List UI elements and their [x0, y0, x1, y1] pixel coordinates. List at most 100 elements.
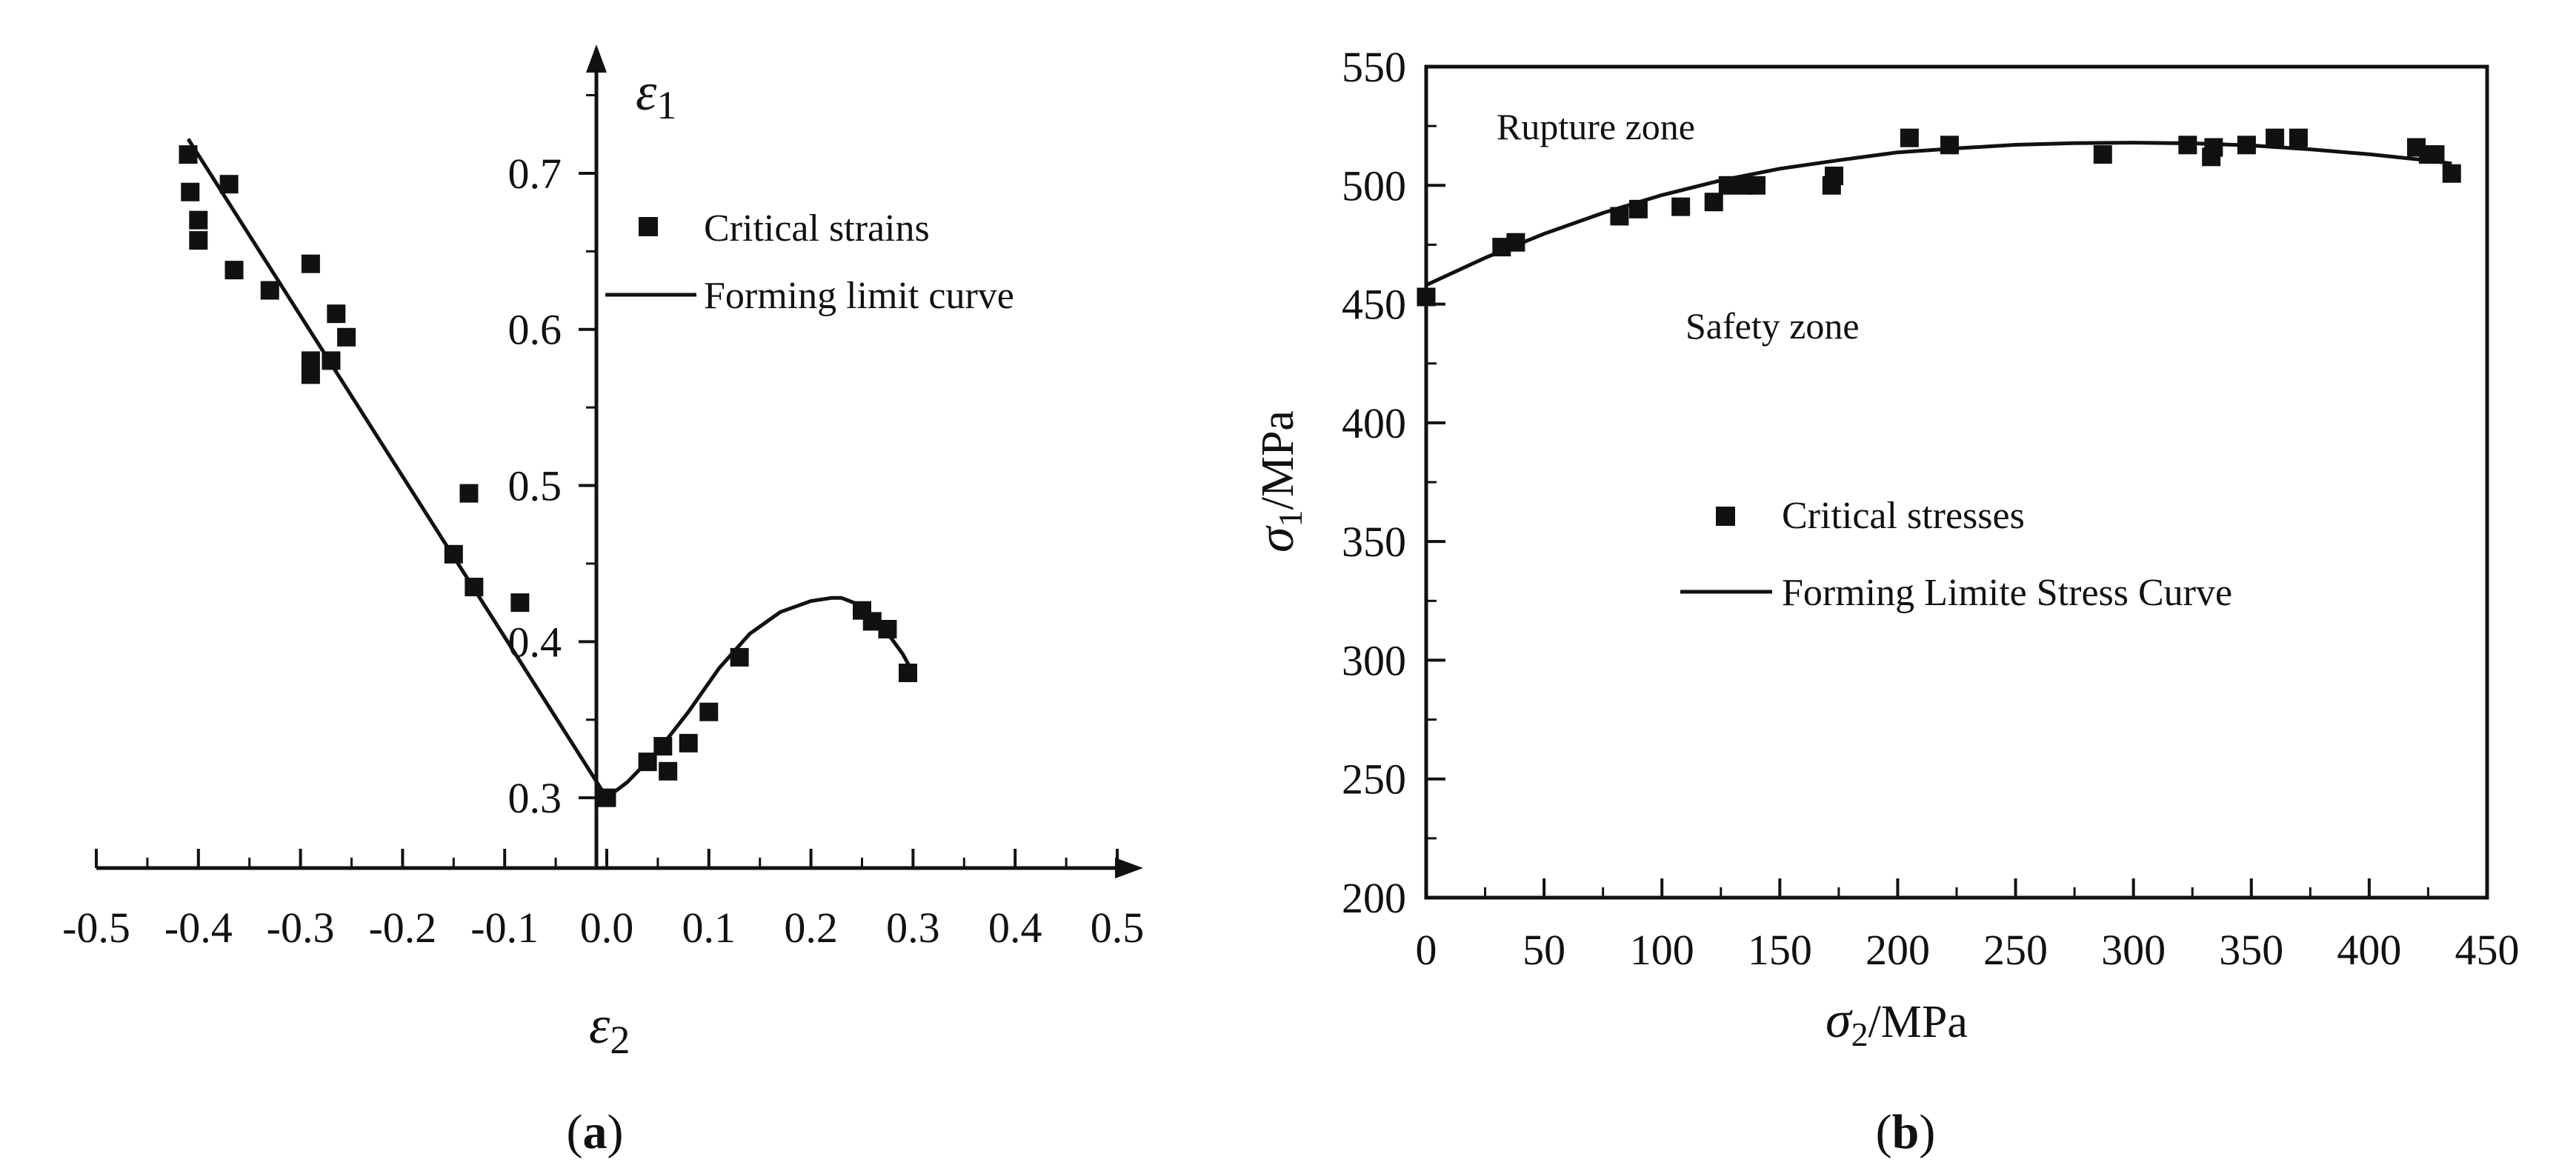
panel-b-x-tick-label: 150: [1748, 926, 1812, 974]
panel-a-x-tick-label: -0.4: [164, 904, 233, 952]
panel-b-data-point: [2178, 136, 2197, 155]
panel-a-data-point: [465, 578, 484, 597]
panel-a-legend: Critical strains Forming limit curve: [605, 207, 1014, 317]
panel-a-x-axis-arrow: [1115, 858, 1143, 878]
panel-b-y-tick-label: 300: [1342, 636, 1406, 684]
panel-a-data-point: [189, 231, 208, 250]
panel-a-data-point: [597, 788, 616, 807]
panel-b-data-point: [1506, 233, 1525, 252]
panel-a-axes: [96, 44, 1143, 878]
panel-b-x-tick-label: 0: [1416, 926, 1437, 974]
panel-a-data-point: [301, 365, 320, 384]
panel-b-data-point: [2426, 145, 2445, 164]
panel-a-x-tick-label: 0.2: [784, 904, 838, 952]
panel-b-plot-frame: [1424, 64, 2489, 900]
panel-a-data-point: [219, 175, 239, 194]
panel-a-data-point: [224, 261, 244, 280]
panel-a-data-point: [730, 647, 749, 667]
panel-b-ticks: [1425, 65, 2489, 899]
panel-b-data-point: [1718, 176, 1737, 195]
panel-a-data-point: [878, 619, 897, 638]
panel-a-y-tick-label: 0.3: [508, 774, 562, 822]
panel-b-data-point: [1417, 287, 1436, 307]
panel-b-x-tick-label: 400: [2337, 926, 2401, 974]
panel-b-y-tick-label: 550: [1342, 43, 1406, 91]
panel-b-data-point: [1747, 176, 1766, 195]
panel-a-x-tick-label: -0.2: [368, 904, 436, 952]
panel-a-data-point: [179, 145, 198, 164]
panel-a-data-point: [510, 593, 530, 613]
panel-b-safety-zone-label: Safety zone: [1685, 305, 1860, 347]
panel-a-x-tick-label: -0.5: [62, 904, 130, 952]
panel-b-x-tick-label: 300: [2101, 926, 2166, 974]
panel-a-x-axis-label: ε2: [589, 995, 630, 1062]
panel-b-legend-scatter-label: Critical stresses: [1782, 495, 2025, 537]
panel-b-x-tick-label: 450: [2455, 926, 2520, 974]
panel-b-x-tick-label: 200: [1866, 926, 1930, 974]
panel-b-data-point: [2266, 128, 2285, 147]
panel-a-ticks: [95, 94, 1119, 868]
panel-b-y-tick-label: 500: [1342, 161, 1406, 210]
panel-a-tick-labels: -0.5 -0.4 -0.3 -0.2 -0.1 0.0 0.1 0.2 0.3 0.4 0.5 0.…: [62, 150, 1144, 952]
panel-a-data-point: [189, 210, 208, 230]
panel-a-legend-scatter-marker: [639, 217, 658, 236]
panel-a-x-tick-label: 0.3: [886, 904, 940, 952]
panel-a-data-point: [899, 664, 918, 682]
panel-a-series: [179, 138, 918, 807]
panel-b-y-tick-label: 400: [1342, 399, 1406, 447]
panel-a-caption: (a): [567, 1105, 624, 1159]
panel-a-data-point: [260, 281, 279, 300]
panel-a-x-tick-label: -0.1: [470, 904, 539, 952]
panel-b-data-point: [1610, 207, 1629, 226]
panel-a-y-axis-arrow: [586, 44, 607, 73]
panel-a-strain-chart: -0.5 -0.4 -0.3 -0.2 -0.1 0.0 0.1 0.2 0.3 0.4 0.5 0.…: [62, 44, 1144, 1159]
panel-b-y-tick-label: 350: [1342, 518, 1406, 566]
panel-b-data-point: [1704, 193, 1723, 212]
panel-b-x-tick-label: 50: [1522, 926, 1565, 974]
panel-a-data-point: [638, 752, 657, 772]
panel-a-data-point: [679, 733, 698, 752]
panel-a-legend-line-label: Forming limit curve: [704, 275, 1014, 317]
panel-a-data-point: [322, 351, 341, 370]
panel-a-legend-scatter-label: Critical strains: [704, 207, 930, 250]
panel-b-x-tick-label: 100: [1630, 926, 1694, 974]
panel-a-data-point: [459, 484, 479, 503]
panel-b-rupture-zone-label: Rupture zone: [1497, 106, 1695, 147]
panel-b-y-tick-label: 450: [1342, 281, 1406, 329]
panel-a-y-axis-label: ε1: [636, 62, 676, 127]
panel-a-data-point: [327, 304, 346, 324]
panel-b-y-tick-label: 250: [1342, 755, 1406, 804]
panel-b-data-point: [1940, 136, 1959, 155]
panel-a-x-tick-label: -0.3: [267, 904, 335, 952]
panel-b-forming-limit-stress-curve: [1425, 141, 2452, 287]
panel-b-x-tick-label: 350: [2219, 926, 2283, 974]
panel-a-data-point: [301, 254, 320, 273]
panel-a-y-tick-label: 0.4: [508, 618, 562, 666]
panel-b-data-point: [2093, 145, 2112, 164]
panel-b-legend: Critical stresses Forming Limite Stress …: [1680, 495, 2232, 614]
panel-a-y-tick-label: 0.6: [508, 306, 562, 354]
panel-a-data-point: [181, 182, 200, 201]
panel-b-data-point: [1628, 199, 1648, 218]
panel-b-stress-chart: 0 50 100 150 200 250 300 350 400 450 200 250 300 350 4…: [1248, 43, 2520, 1159]
panel-b-data-point: [1825, 166, 1844, 185]
panel-a-data-point: [337, 327, 356, 347]
panel-a-x-tick-label: 0.5: [1091, 904, 1145, 952]
panel-b-series: [1417, 128, 2461, 307]
panel-a-data-point: [659, 761, 678, 781]
panel-a-data-point: [444, 544, 463, 564]
panel-b-data-point: [2289, 128, 2308, 147]
panel-a-x-tick-label: 0.1: [682, 904, 736, 952]
panel-a-y-tick-label: 0.7: [508, 150, 562, 198]
panel-a-x-tick-label: 0.4: [988, 904, 1042, 952]
panel-b-data-point: [2237, 136, 2256, 155]
panel-b-data-point: [2204, 138, 2223, 157]
panel-b-data-point: [1900, 128, 1919, 147]
panel-a-x-tick-label: 0.0: [580, 904, 634, 952]
panel-b-x-axis-label: σ2/MPa: [1826, 992, 1968, 1053]
panel-b-legend-line-label: Forming Limite Stress Curve: [1782, 572, 2232, 614]
panel-b-data-point: [2442, 164, 2461, 183]
panel-a-data-point: [699, 702, 719, 721]
panel-b-legend-scatter-marker: [1716, 507, 1735, 526]
